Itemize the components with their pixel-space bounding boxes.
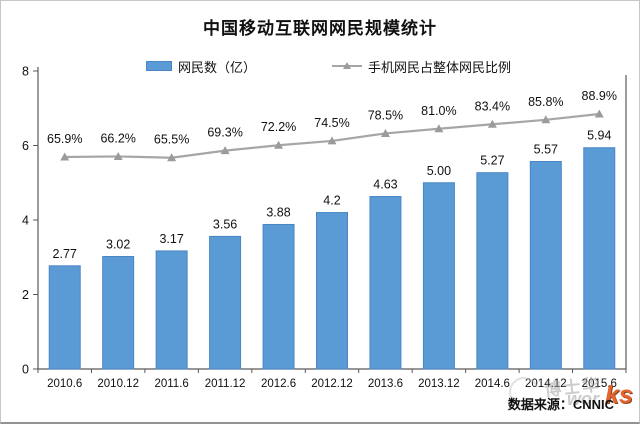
legend-item-bar-series: 网民数（亿） [146,57,256,75]
x-tick-label: 2012.12 [311,378,353,390]
trend-marker-icon [113,151,123,160]
legend-item-line-series: 手机网民占整体网民比例 [332,57,511,75]
x-tick-label: 2011.6 [154,378,188,390]
trend-marker-icon [274,140,284,149]
source-note: 数据来源：CNNIC [507,397,614,412]
bar [48,265,81,370]
percent-label: 74.5% [314,116,349,130]
bar [316,212,348,370]
bar [209,235,242,370]
percent-label: 65.5% [154,133,189,147]
y-tick-label: 2 [22,288,29,302]
bar-value-label: 5.94 [587,129,611,143]
legend-label-line-series: 手机网民占整体网民比例 [368,59,512,75]
percent-label: 85.8% [528,95,563,109]
bar-value-label: 3.02 [106,238,130,252]
trend-marker-icon [167,153,177,162]
bar-value-label: 5.27 [480,154,504,168]
bar-value-label: 4.2 [323,194,340,208]
x-tick-label: 2013.6 [368,378,403,390]
bar [369,196,402,370]
bar-value-label: 5.57 [534,143,558,157]
trend-marker-icon [220,146,230,155]
x-tick-label: 2015.6 [582,378,617,390]
percent-label: 66.2% [100,131,135,145]
percent-label: 65.9% [47,132,82,146]
bar-value-label: 3.88 [266,205,290,219]
x-tick-label: 2011.12 [205,378,246,390]
y-tick-label: 8 [22,65,29,79]
percent-label: 72.2% [261,120,296,134]
bar-value-label: 3.17 [159,232,183,246]
legend-label-bar-series: 网民数（亿） [178,59,257,75]
bar [102,256,135,370]
percent-label: 78.5% [368,108,403,122]
trend-marker-icon [327,136,337,145]
y-tick-label: 0 [22,363,29,377]
x-tick-label: 2010.6 [47,378,82,390]
x-tick-label: 2013.12 [418,378,460,390]
bar [583,147,616,370]
trend-marker-icon [594,109,604,118]
x-tick-label: 2014.6 [475,378,510,390]
chart-title: 中国移动互联网网民规模统计 [203,19,437,38]
bar-value-label: 5.00 [427,164,451,178]
bar [476,172,509,370]
percent-label: 69.3% [207,126,242,140]
trend-marker-icon [380,128,390,137]
x-tick-label: 2010.12 [97,378,139,390]
x-tick-label: 2012.6 [261,378,296,390]
bar-value-label: 3.56 [213,217,237,231]
bar [155,250,188,370]
percent-label: 81.0% [421,104,456,118]
bar-value-label: 4.63 [373,178,397,192]
line-series-marker-icon [332,62,362,69]
x-tick-label: 2014.12 [525,378,567,390]
trend-marker-icon [60,152,70,161]
bar-series-swatch-icon [146,61,172,71]
trend-marker-icon [487,119,497,128]
bar [529,161,562,370]
trend-marker-icon [541,115,551,124]
percent-label: 88.9% [582,89,617,103]
bar [422,182,455,370]
percent-label: 83.4% [475,99,510,113]
trend-marker-icon [434,124,444,133]
y-tick-label: 6 [22,139,29,153]
bar [262,223,295,370]
bar-value-label: 2.77 [53,247,77,261]
y-tick-label: 4 [22,214,29,228]
